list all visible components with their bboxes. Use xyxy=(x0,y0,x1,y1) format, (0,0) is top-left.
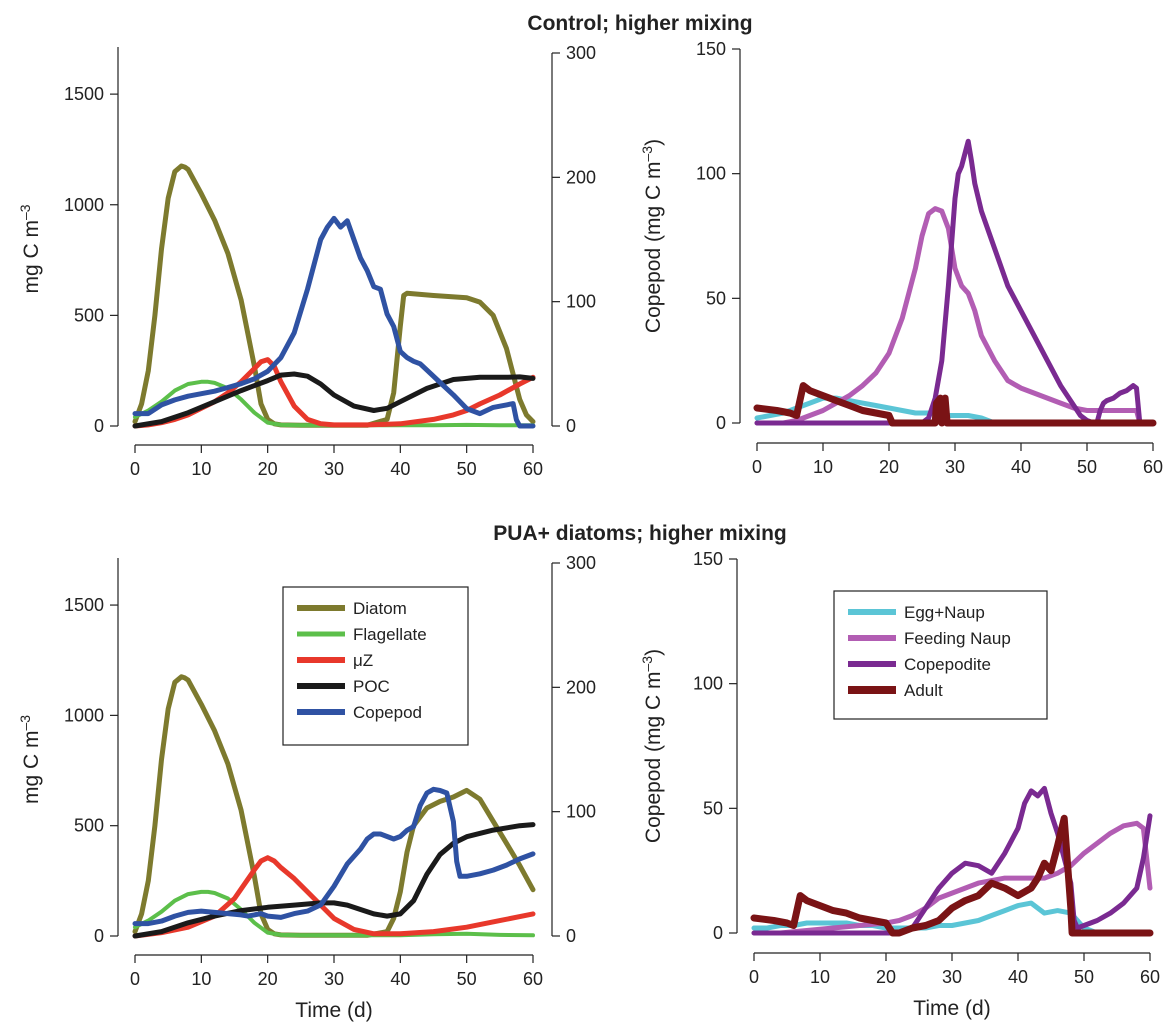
y-tick-label: 100 xyxy=(696,164,726,184)
series-line-flagellate xyxy=(133,379,535,428)
y-right-tick-label: 300 xyxy=(566,43,596,63)
legend-label: Diatom xyxy=(353,599,407,618)
y-right-tick-label: 200 xyxy=(566,677,596,697)
series-line-copepodite xyxy=(754,138,1156,426)
x-tick-label: 10 xyxy=(191,459,211,479)
x-tick-label: 60 xyxy=(523,459,543,479)
x-tick-label: 0 xyxy=(130,969,140,989)
series-line-copepod xyxy=(132,786,536,927)
x-tick-label: 40 xyxy=(1011,457,1031,477)
y-right-tick-label: 100 xyxy=(566,802,596,822)
series-line-adult xyxy=(753,382,1157,427)
legend: Diatom Flagellate μZ POC Copepod xyxy=(282,586,469,746)
y-tick-label: 0 xyxy=(94,416,104,436)
panel-title: Control; higher mixing xyxy=(527,12,752,35)
y-axis-label: mg C m–3 xyxy=(17,715,43,804)
panel-2: 0 10 20 30 40 50 60 0 50 100 150 Copepod (mg C m–3) xyxy=(639,39,1163,477)
x-tick-label: 10 xyxy=(813,457,833,477)
y-tick-label: 50 xyxy=(706,288,726,308)
legend-label: Adult xyxy=(904,681,943,700)
panel-4: 0 10 20 30 40 50 60 Time (d) 0 50 100 150 Copepod (m… xyxy=(639,549,1160,1020)
y-axis-label: Copepod (mg C m–3) xyxy=(639,649,665,843)
legend-box xyxy=(282,586,469,746)
panel-3: PUA+ diatoms; higher mixing 0 10 20 30 40 50 60… xyxy=(17,522,787,1022)
legend-label: Egg+Naup xyxy=(904,603,985,622)
y-tick-label: 500 xyxy=(74,816,104,836)
x-tick-label: 60 xyxy=(523,969,543,989)
y-tick-label: 1500 xyxy=(64,84,104,104)
y-tick-label: 0 xyxy=(94,926,104,946)
y-tick-label: 1000 xyxy=(64,705,104,725)
x-axis-label: Time (d) xyxy=(295,999,372,1022)
y-right-tick-label: 0 xyxy=(566,926,576,946)
y-axis-label: mg C m–3 xyxy=(17,204,43,293)
y-tick-label: 500 xyxy=(74,305,104,325)
x-tick-label: 30 xyxy=(942,967,962,987)
x-tick-label: 20 xyxy=(258,969,278,989)
x-tick-label: 30 xyxy=(324,459,344,479)
x-tick-label: 50 xyxy=(457,459,477,479)
y-axis-label: Copepod (mg C m–3) xyxy=(639,139,665,333)
x-tick-label: 20 xyxy=(258,459,278,479)
x-tick-label: 30 xyxy=(945,457,965,477)
series-line-copepod xyxy=(132,215,536,429)
series-line-diatom xyxy=(132,163,536,428)
y-tick-label: 150 xyxy=(696,39,726,59)
x-tick-label: 60 xyxy=(1143,457,1163,477)
y-tick-label: 0 xyxy=(713,923,723,943)
x-tick-label: 50 xyxy=(1077,457,1097,477)
x-tick-label: 20 xyxy=(876,967,896,987)
x-tick-label: 10 xyxy=(810,967,830,987)
legend-label: Feeding Naup xyxy=(904,629,1011,648)
series-line-adult xyxy=(750,814,1154,937)
y-tick-label: 100 xyxy=(693,674,723,694)
y-tick-label: 0 xyxy=(716,413,726,433)
x-tick-label: 10 xyxy=(191,969,211,989)
x-tick-label: 40 xyxy=(390,969,410,989)
y-tick-label: 50 xyxy=(703,798,723,818)
legend-label: μZ xyxy=(353,651,373,670)
x-tick-label: 20 xyxy=(879,457,899,477)
legend-label: Flagellate xyxy=(353,625,427,644)
x-tick-label: 0 xyxy=(752,457,762,477)
x-tick-label: 0 xyxy=(749,967,759,987)
y-tick-label: 1500 xyxy=(64,595,104,615)
x-tick-label: 50 xyxy=(1074,967,1094,987)
series-line--z xyxy=(132,855,536,939)
x-tick-label: 30 xyxy=(324,969,344,989)
x-tick-label: 40 xyxy=(1008,967,1028,987)
x-tick-label: 0 xyxy=(130,459,140,479)
panel-title: PUA+ diatoms; higher mixing xyxy=(493,522,786,545)
x-tick-label: 40 xyxy=(390,459,410,479)
series-line-feeding-naup xyxy=(751,820,1153,936)
legend-label: Copepod xyxy=(353,703,422,722)
y-right-tick-label: 200 xyxy=(566,167,596,187)
x-axis-label: Time (d) xyxy=(913,997,990,1020)
y-tick-label: 1000 xyxy=(64,195,104,215)
y-right-tick-label: 300 xyxy=(566,553,596,573)
x-tick-label: 60 xyxy=(1140,967,1160,987)
legend: Egg+Naup Feeding Naup Copepodite Adult xyxy=(833,590,1048,720)
y-tick-label: 150 xyxy=(693,549,723,569)
y-right-tick-label: 0 xyxy=(566,416,576,436)
legend-label: Copepodite xyxy=(904,655,991,674)
series-line-poc xyxy=(132,371,536,429)
legend-label: POC xyxy=(353,677,390,696)
x-tick-label: 50 xyxy=(457,969,477,989)
y-right-tick-label: 100 xyxy=(566,292,596,312)
